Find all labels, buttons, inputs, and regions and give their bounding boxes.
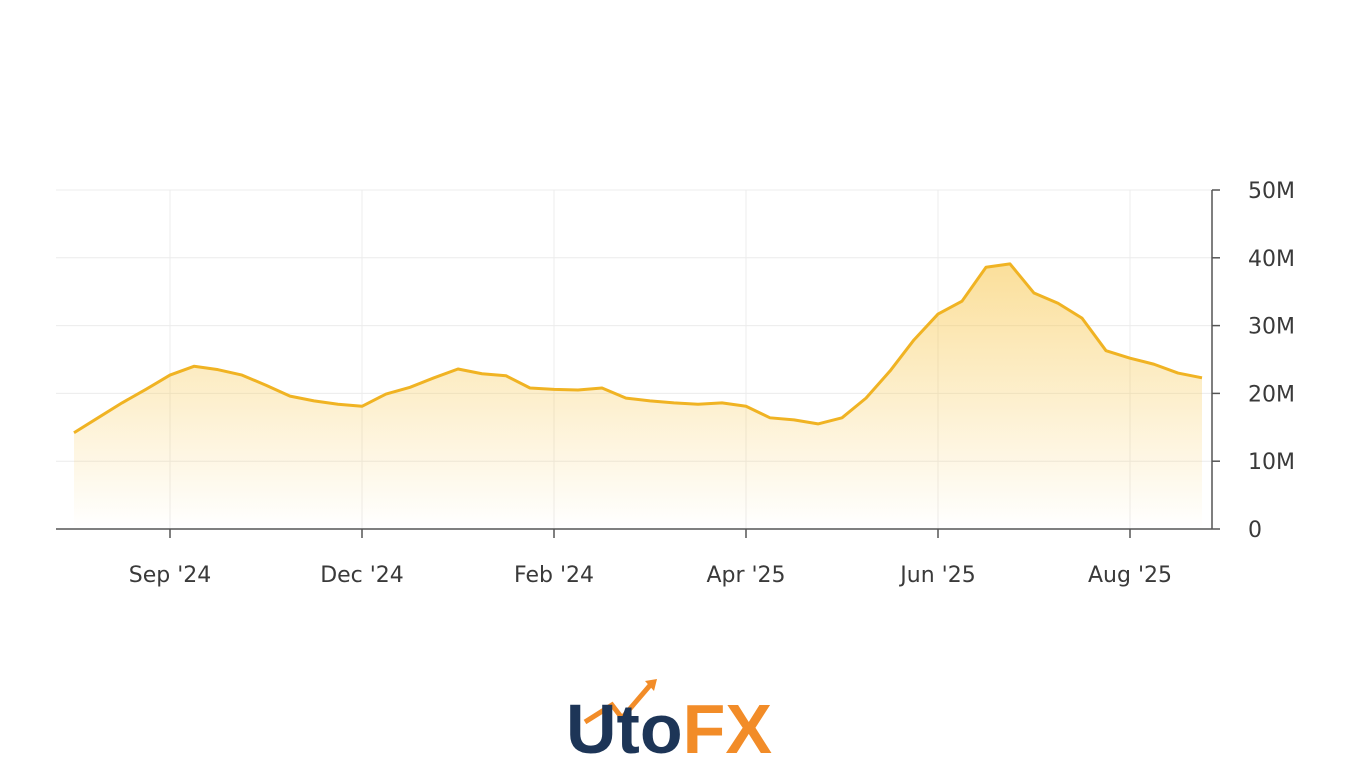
logo-text: UtoFX	[566, 690, 772, 768]
logo-arrow-head	[645, 679, 657, 691]
line	[73, 262, 1203, 434]
area	[74, 263, 1202, 529]
plot	[73, 262, 1203, 529]
y-tick-label: 50M	[1248, 179, 1295, 204]
logo-arrow	[583, 681, 654, 725]
x-tick-label: Aug '25	[1088, 563, 1172, 588]
logo-accent: FX	[683, 690, 773, 768]
y-tick-label: 20M	[1248, 382, 1295, 407]
y-tick-label: 40M	[1248, 247, 1295, 272]
logo-primary: Uto	[566, 690, 683, 768]
x-tick-label: Sep '24	[129, 563, 212, 588]
y-tick-label: 10M	[1248, 450, 1295, 475]
x-tick-label: Jun '25	[898, 563, 975, 588]
x-tick-label: Dec '24	[320, 563, 404, 588]
y-tick-label: 30M	[1248, 315, 1295, 340]
axes: 0 10M 20M 30M 40M 50M Sep '24 Dec '24 Feb '24 Apr…	[56, 179, 1295, 588]
x-tick-label: Feb '24	[514, 563, 594, 588]
x-tick-label: Apr '25	[706, 563, 785, 588]
y-tick-label: 0	[1248, 518, 1262, 543]
logo: UtoFX	[566, 679, 772, 768]
